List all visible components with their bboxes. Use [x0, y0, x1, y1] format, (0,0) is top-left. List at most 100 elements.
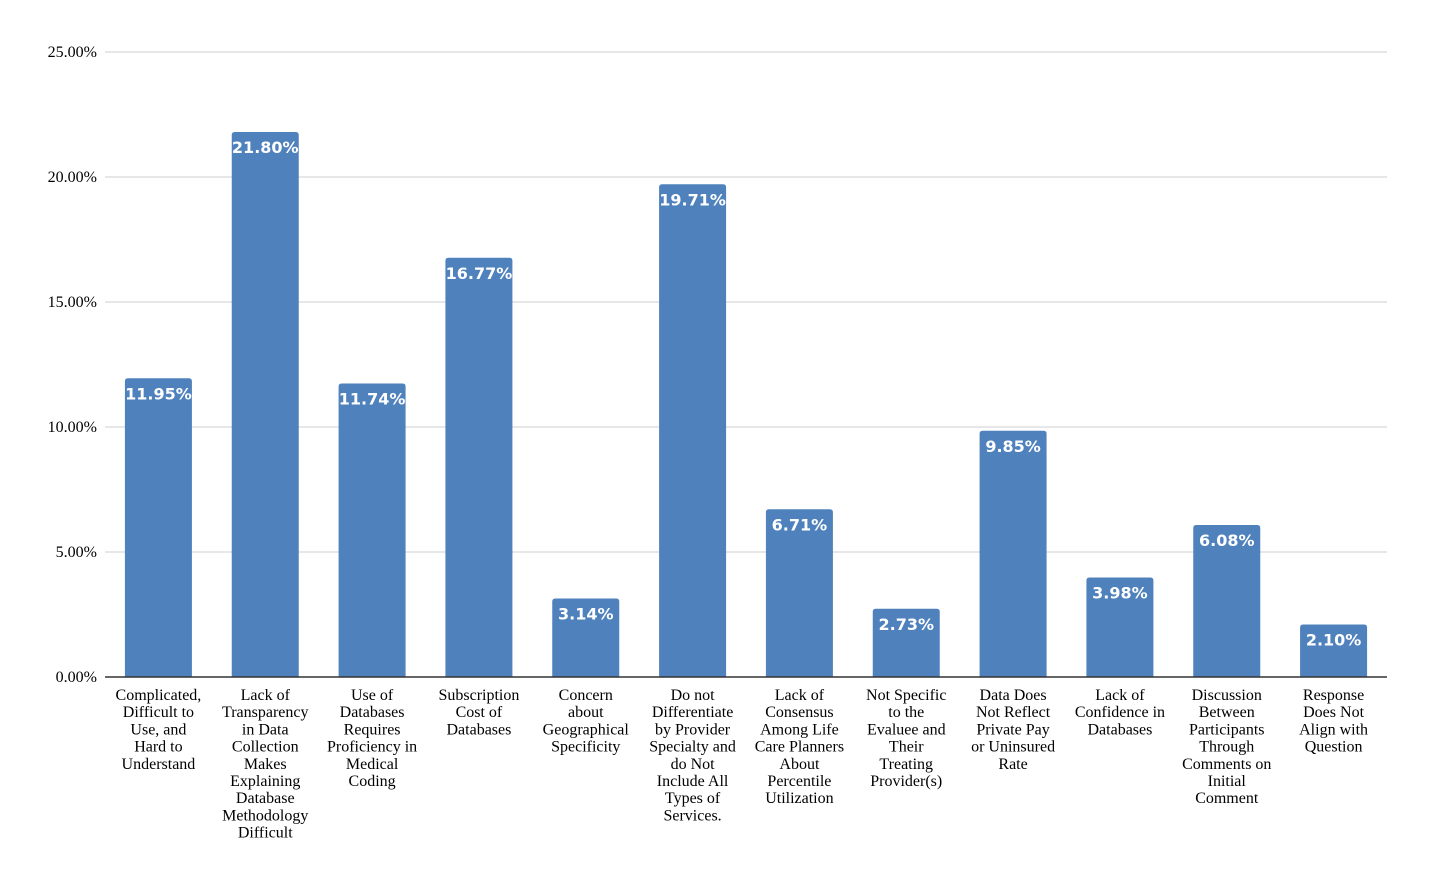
category-label-line: Utilization — [765, 790, 833, 807]
data-label: 9.85% — [985, 437, 1041, 456]
data-label: 11.74% — [339, 390, 406, 409]
category-label-line: Does Not — [1303, 704, 1364, 721]
y-tick-label: 10.00% — [48, 419, 97, 436]
bar — [1193, 525, 1261, 677]
category-label-line: Include All — [657, 773, 729, 790]
category-label-line: Through — [1199, 739, 1254, 756]
category-label-line: Provider(s) — [870, 773, 942, 790]
category-label: DiscussionBetweenParticipantsThroughComm… — [1182, 687, 1271, 807]
bar — [552, 598, 620, 677]
category-label-line: Methodology — [222, 807, 308, 824]
category-label-line: Differentiate — [652, 704, 733, 721]
bar — [765, 509, 833, 677]
category-label-line: Between — [1199, 704, 1255, 721]
bar — [979, 430, 1047, 677]
category-label-line: to the — [888, 704, 924, 721]
data-label: 19.71% — [659, 190, 726, 209]
category-label-line: Difficult to — [123, 704, 194, 721]
category-label-line: Database — [236, 790, 295, 807]
category-label-line: Lack of — [775, 687, 825, 704]
bar — [1300, 624, 1368, 677]
bar — [338, 383, 406, 677]
data-label: 2.10% — [1306, 631, 1362, 650]
category-label-line: Participants — [1189, 721, 1265, 738]
y-tick-label: 25.00% — [48, 44, 97, 61]
bar — [659, 184, 727, 677]
category-label-line: Consensus — [765, 704, 833, 721]
category-label-line: Specificity — [551, 739, 620, 756]
category-label-line: Their — [889, 739, 924, 756]
category-label-line: Confidence in — [1075, 704, 1165, 721]
category-label-line: Not Reflect — [976, 704, 1051, 721]
category-label-line: Use of — [351, 687, 394, 704]
y-tick-label: 20.00% — [48, 169, 97, 186]
category-label-line: Subscription — [438, 687, 519, 704]
data-label: 3.98% — [1092, 584, 1148, 603]
data-label: 16.77% — [446, 264, 513, 283]
category-label-line: Understand — [122, 756, 196, 773]
category-label-line: Lack of — [1095, 687, 1145, 704]
category-label-line: Databases — [446, 721, 511, 738]
category-label-line: Rate — [998, 756, 1027, 773]
category-label-line: Explaining — [230, 773, 300, 790]
category-label-line: Transparency — [222, 704, 309, 721]
bar — [124, 378, 192, 677]
data-label: 6.71% — [772, 515, 828, 534]
bar — [1086, 577, 1154, 677]
category-label-line: Lack of — [241, 687, 291, 704]
gridlines — [105, 51, 1387, 553]
data-label: 2.73% — [878, 615, 934, 634]
category-label-line: Among Life — [760, 721, 839, 738]
category-label-line: Coding — [349, 773, 396, 790]
y-tick-label: 15.00% — [48, 294, 97, 311]
category-label-line: Use, and — [130, 721, 186, 738]
category-label-line: Concern — [559, 687, 613, 704]
y-axis-ticks: 0.00% 5.00% 10.00% 15.00% 20.00% 25.00% — [48, 44, 97, 686]
category-label-line: Makes — [244, 756, 287, 773]
category-label-line: Do not — [671, 687, 716, 704]
category-label-line: about — [568, 704, 604, 721]
category-label-line: by Provider — [655, 721, 731, 738]
category-label-line: Evaluee and — [867, 721, 946, 738]
category-label-line: do Not — [671, 756, 716, 773]
category-label-line: Hard to — [134, 739, 182, 756]
category-label-line: Proficiency in — [327, 739, 417, 756]
category-label-line: Types of — [665, 790, 721, 807]
data-labels: 11.95% 21.80% 11.74% 16.77% 3.14% 19.71% 6.71%… — [125, 138, 1361, 650]
category-label-line: Cost of — [456, 704, 503, 721]
data-label: 6.08% — [1199, 531, 1255, 550]
bar — [231, 132, 299, 677]
category-label-line: About — [779, 756, 820, 773]
category-label-line: Private Pay — [976, 721, 1049, 738]
bar — [872, 608, 940, 677]
category-label-line: Not Specific — [866, 687, 946, 704]
data-label: 11.95% — [125, 384, 192, 403]
category-label-line: Difficult — [238, 825, 293, 842]
category-label-line: Comment — [1195, 790, 1259, 807]
category-label-line: Care Planners — [755, 739, 844, 756]
category-label-line: Treating — [879, 756, 933, 773]
category-label-line: Databases — [1087, 721, 1152, 738]
data-label: 3.14% — [558, 605, 614, 624]
category-label-line: Comments on — [1182, 756, 1271, 773]
category-label-line: Question — [1305, 739, 1363, 756]
category-label-line: or Uninsured — [971, 739, 1055, 756]
category-label-line: Specialty and — [649, 739, 736, 756]
category-label-line: in Data — [242, 721, 289, 738]
bar — [445, 257, 513, 677]
category-label-line: Collection — [232, 739, 299, 756]
category-label-line: Align with — [1299, 721, 1368, 738]
category-label-line: Medical — [346, 756, 399, 773]
